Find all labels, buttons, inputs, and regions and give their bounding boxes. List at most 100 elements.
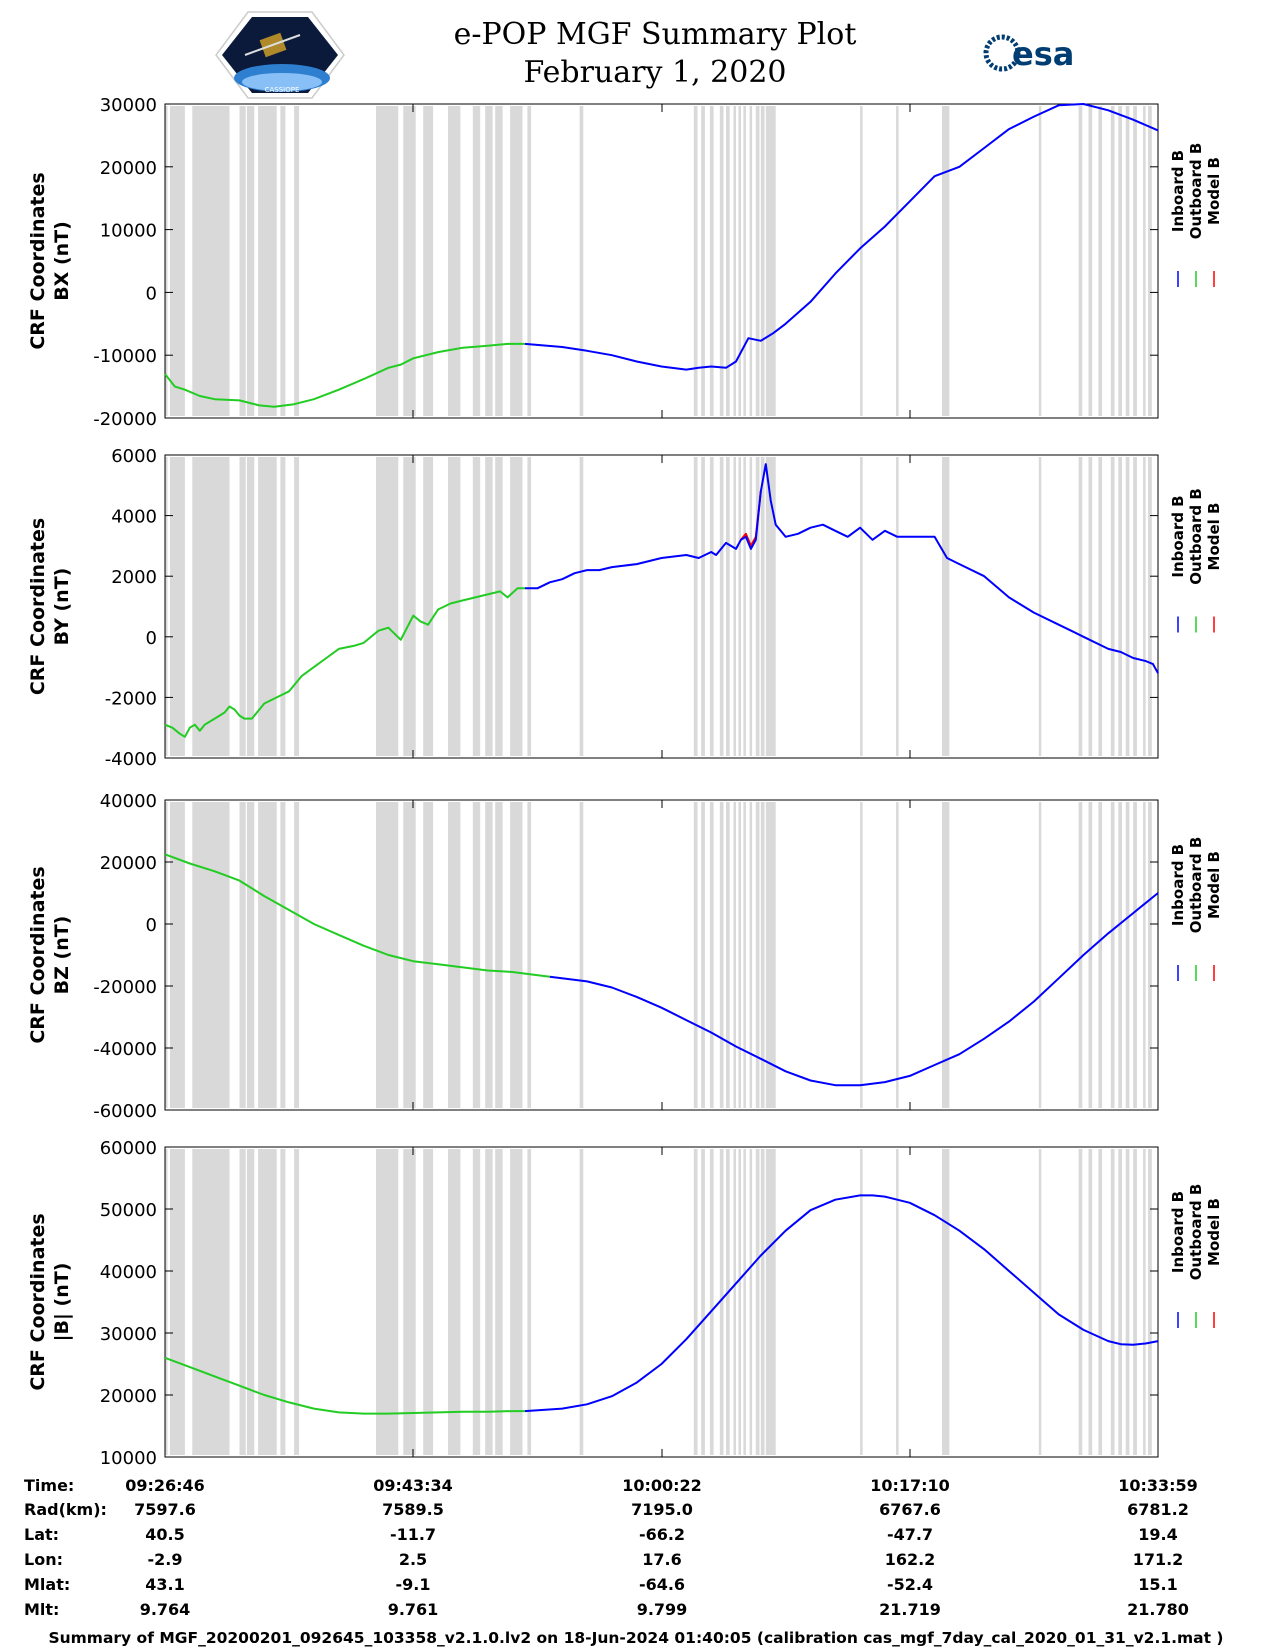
gap-band: [1143, 457, 1146, 756]
gap-band: [170, 802, 185, 1108]
gap-band: [701, 457, 705, 756]
gap-band: [1148, 106, 1152, 416]
y-tick-label: 10000: [100, 1448, 157, 1469]
info-cell: -52.4: [887, 1575, 933, 1594]
gap-band: [755, 802, 760, 1108]
gap-band: [749, 457, 753, 756]
gap-band: [760, 1149, 765, 1455]
gap-band: [280, 1149, 286, 1455]
gap-band: [280, 457, 286, 756]
gap-band: [726, 106, 730, 416]
gap-band: [423, 1149, 434, 1455]
x-tick-label: 10:00:22: [622, 1476, 702, 1495]
gap-band: [1098, 802, 1103, 1108]
info-row-label: Time:: [24, 1476, 74, 1495]
data-gap-shading: [165, 802, 1152, 1108]
gap-band: [860, 802, 863, 1108]
gap-band: [1148, 802, 1152, 1108]
info-row-label: Mlt:: [24, 1600, 59, 1619]
gap-band: [1088, 1149, 1093, 1455]
gap-band: [472, 106, 481, 416]
gap-band: [485, 106, 493, 416]
gap-band: [448, 802, 461, 1108]
info-cell: 21.719: [879, 1600, 941, 1619]
gap-band: [1038, 1149, 1042, 1455]
gap-band: [1143, 106, 1146, 416]
gap-band: [942, 106, 950, 416]
info-cell: 40.5: [145, 1525, 184, 1544]
info-cell: 171.2: [1133, 1550, 1184, 1569]
y-tick-label: 20000: [100, 1386, 157, 1407]
gap-band: [1088, 457, 1093, 756]
x-tick-label: 10:17:10: [870, 1476, 950, 1495]
gap-band: [579, 106, 584, 416]
y-tick-label: 30000: [100, 95, 157, 116]
info-cell: 43.1: [145, 1575, 184, 1594]
info-cell: 15.1: [1138, 1575, 1177, 1594]
legend-label: Inboard B: [1169, 1191, 1187, 1273]
info-cell: 19.4: [1138, 1525, 1177, 1544]
y-axis-label: CRF Coordinates: [27, 866, 49, 1043]
y-tick-label: 50000: [100, 1200, 157, 1221]
gap-band: [733, 1149, 736, 1455]
footer-caption: Summary of MGF_20200201_092645_103358_v2…: [48, 1629, 1223, 1647]
info-cell: 9.764: [140, 1600, 191, 1619]
info-cell: -66.2: [639, 1525, 685, 1544]
y-tick-label: 0: [146, 915, 157, 936]
gap-band: [896, 1149, 899, 1455]
y-axis-label-units: BZ (nT): [51, 916, 73, 995]
gap-band: [896, 106, 899, 416]
gap-band: [709, 1149, 714, 1455]
gap-band: [760, 802, 765, 1108]
gap-band: [403, 106, 416, 416]
gap-band: [258, 802, 277, 1108]
gap-band: [1078, 802, 1083, 1108]
y-tick-label: 60000: [100, 1138, 157, 1159]
gap-band: [738, 106, 741, 416]
orbit-info-table: Time: Rad(km): Lat: Lon: Mlat: Mlt: 09:26:46 75…: [24, 1476, 1198, 1619]
legend-label: Model B: [1205, 1198, 1223, 1266]
left-logo: CASSIOPE: [215, 11, 345, 99]
plot-frame: [164, 103, 1159, 419]
gap-band: [472, 457, 481, 756]
gap-band: [1038, 802, 1042, 1108]
gap-band: [693, 457, 698, 756]
gap-band: [726, 1149, 730, 1455]
gap-band: [1088, 802, 1093, 1108]
y-tick-label: 40000: [100, 1262, 157, 1283]
gap-band: [733, 106, 736, 416]
series-line-outboard-b: [164, 587, 525, 738]
gap-band: [1125, 802, 1130, 1108]
gap-band: [165, 802, 168, 1108]
panel-2: -4000 -2000 0 2000 4000 6000 CRF Coordinates BY…: [27, 446, 1223, 770]
gap-band: [738, 1149, 741, 1455]
legend-label: Model B: [1205, 851, 1223, 919]
gap-band: [860, 106, 863, 416]
gap-band: [1133, 457, 1137, 756]
gap-band: [423, 802, 434, 1108]
info-row-label: Lat:: [24, 1525, 59, 1544]
gap-band: [693, 106, 698, 416]
gap-band: [527, 106, 532, 416]
gap-band: [701, 802, 705, 1108]
legend-label: Model B: [1205, 503, 1223, 571]
gap-band: [765, 457, 776, 756]
gap-band: [1110, 802, 1115, 1108]
gap-band: [165, 1149, 168, 1455]
y-axis-label: CRF Coordinates: [27, 518, 49, 695]
data-gap-shading: [165, 106, 1152, 416]
gap-band: [448, 457, 461, 756]
info-cell: 7195.0: [631, 1500, 693, 1519]
gap-band: [510, 802, 523, 1108]
y-tick-label: -20000: [93, 977, 157, 998]
gap-band: [495, 1149, 503, 1455]
info-cell: 21.780: [1127, 1600, 1189, 1619]
gap-band: [239, 1149, 246, 1455]
legend-label: Outboard B: [1187, 488, 1205, 585]
gap-band: [495, 106, 503, 416]
gap-band: [1110, 457, 1115, 756]
gap-band: [1125, 106, 1130, 416]
info-cell: 6767.6: [879, 1500, 941, 1519]
gap-band: [294, 1149, 300, 1455]
series-line-inboard-b: [524, 103, 1159, 371]
